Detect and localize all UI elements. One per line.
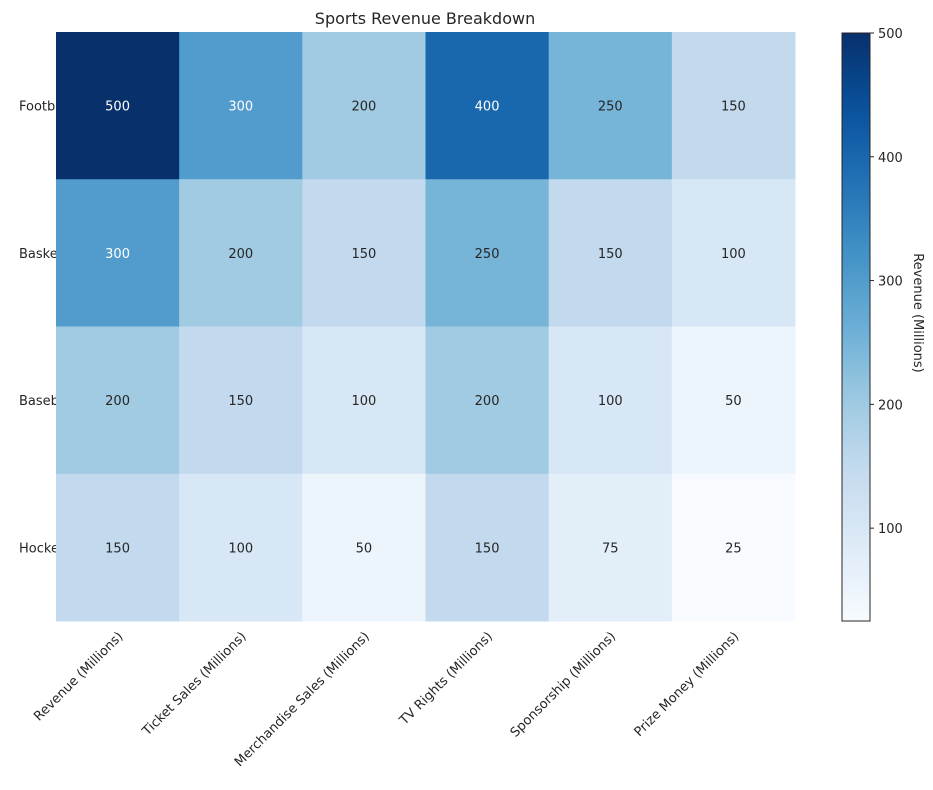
cell-value-label: 200 (475, 394, 500, 409)
heatmap-cell (671, 326, 796, 475)
column-tick-label: Ticket Sales (Millions) (139, 629, 249, 739)
column-tick-label: Prize Money (Millions) (632, 629, 743, 740)
colorbar: 100 200 300 400 500 Revenue (Millions) (841, 27, 925, 622)
heatmap-cell (425, 473, 550, 622)
row-tick-labels: Footb Basket Baseb Hocke (19, 100, 63, 557)
cell-value-label: 150 (598, 247, 623, 262)
heatmap-cell (56, 473, 180, 622)
cell-value-label: 200 (228, 247, 253, 262)
heatmap-cell (302, 326, 426, 475)
row-tick-label: Footb (19, 100, 55, 115)
heatmap-cells (56, 32, 796, 622)
cell-value-label: 300 (228, 100, 253, 115)
cell-value-label: 100 (352, 394, 377, 409)
heatmap-cell (179, 326, 303, 475)
row-tick-label: Baseb (19, 394, 59, 409)
heatmap-cell (56, 326, 180, 475)
colorbar-tick-label: 400 (878, 151, 903, 166)
heatmap-cell (548, 473, 673, 622)
heatmap-cell (302, 32, 426, 180)
cell-value-label: 500 (105, 100, 130, 115)
cell-value-label: 250 (598, 100, 623, 115)
column-tick-label: Merchandise Sales (Millions) (232, 629, 373, 770)
colorbar-tick-label: 100 (878, 522, 903, 537)
colorbar-tick-label: 300 (878, 275, 903, 290)
cell-value-labels: 500 300 200 400 250 150 300 200 150 250 150 100 200 1… (105, 100, 746, 557)
cell-value-label: 300 (105, 247, 130, 262)
cell-value-label: 75 (602, 541, 619, 556)
cell-value-label: 50 (356, 541, 373, 556)
heatmap-cell (671, 473, 796, 622)
row-tick-label: Basket (19, 247, 63, 262)
cell-value-label: 25 (725, 541, 742, 556)
heatmap-cell (179, 32, 303, 180)
cell-value-label: 200 (105, 394, 130, 409)
heatmap-cell (179, 473, 303, 622)
column-tick-label: Sponsorship (Millions) (508, 629, 619, 740)
cell-value-label: 250 (475, 247, 500, 262)
heatmap-cell (548, 32, 673, 180)
colorbar-tick-label: 500 (878, 27, 903, 42)
chart-title: Sports Revenue Breakdown (315, 9, 535, 28)
column-tick-labels: Revenue (Millions) Ticket Sales (Millions… (31, 629, 742, 770)
colorbar-gradient (841, 32, 871, 622)
heatmap-cell (302, 179, 426, 327)
heatmap-cell (671, 179, 796, 327)
column-tick-label: Revenue (Millions) (31, 629, 126, 724)
cell-value-label: 200 (352, 100, 377, 115)
cell-value-label: 150 (105, 541, 130, 556)
heatmap-cell (671, 32, 796, 180)
cell-value-label: 400 (475, 100, 500, 115)
colorbar-label: Revenue (Millions) (910, 253, 925, 373)
heatmap-cell (548, 326, 673, 475)
cell-value-label: 100 (598, 394, 623, 409)
heatmap-cell (302, 473, 426, 622)
heatmap-cell (56, 179, 180, 327)
cell-value-label: 150 (721, 100, 746, 115)
cell-value-label: 50 (725, 394, 742, 409)
column-tick-label: TV Rights (Millions) (396, 629, 496, 729)
colorbar-ticks: 100 200 300 400 500 (870, 27, 903, 537)
colorbar-tick-label: 200 (878, 398, 903, 413)
heatmap-cell (425, 326, 550, 475)
cell-value-label: 150 (352, 247, 377, 262)
heatmap-cell (425, 32, 550, 180)
heatmap-cell (179, 179, 303, 327)
heatmap-cell (56, 32, 180, 180)
heatmap-cell (548, 179, 673, 327)
cell-value-label: 150 (475, 541, 500, 556)
cell-value-label: 100 (228, 541, 253, 556)
cell-value-label: 100 (721, 247, 746, 262)
row-tick-label: Hocke (19, 541, 59, 556)
cell-value-label: 150 (228, 394, 253, 409)
heatmap-cell (425, 179, 550, 327)
